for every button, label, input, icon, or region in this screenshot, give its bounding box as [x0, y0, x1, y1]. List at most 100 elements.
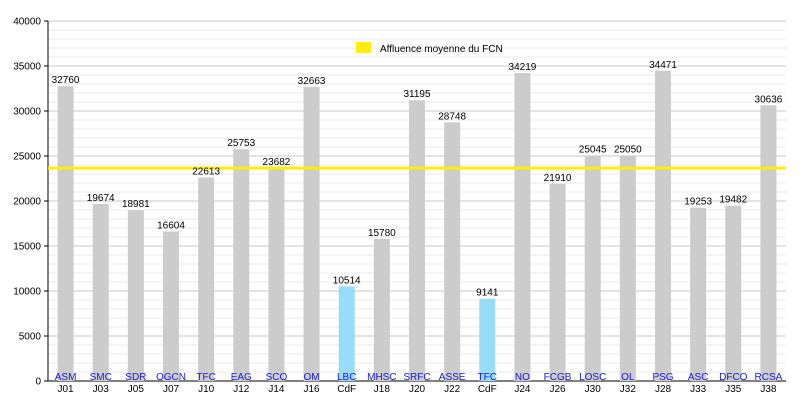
bar-value-label: 9141	[476, 288, 499, 299]
bar-losc-j30	[584, 155, 601, 381]
x-team-label: TFC	[478, 372, 497, 383]
bar-value-label: 25045	[579, 145, 607, 156]
x-team-label: PSG	[652, 372, 673, 383]
value-labels: 32760 19674 18981 16604 22613 25753 23682 32663…	[52, 60, 783, 299]
bar-value-label: 18981	[122, 199, 150, 210]
x-team-label: EAG	[231, 372, 252, 383]
legend-label-average: Affluence moyenne du FCN	[380, 44, 503, 55]
bar-tfc-cdf	[479, 298, 496, 381]
x-team-label: OM	[304, 372, 320, 383]
bar-asc-j33	[690, 207, 707, 381]
x-round-label: CdF	[337, 384, 356, 395]
x-axis-labels: ASMJ01SMCJ03SDRJ05OGCNJ07TFCJ10EAGJ12SCO…	[55, 372, 783, 395]
y-axis: 0 5000 10000 15000 20000 25000 30000 35000 40000	[13, 17, 48, 388]
y-tick-label: 10000	[13, 287, 41, 298]
x-round-label: J33	[690, 384, 707, 395]
bar-value-label: 23682	[263, 157, 291, 168]
x-round-label: J05	[128, 384, 145, 395]
x-team-label: SDR	[125, 372, 146, 383]
bar-value-label: 32760	[52, 75, 80, 86]
x-round-label: J32	[620, 384, 637, 395]
bar-value-label: 34471	[649, 60, 677, 71]
bar-value-label: 19674	[87, 193, 115, 204]
x-round-label: J03	[93, 384, 110, 395]
bar-mhsc-j18	[373, 238, 390, 381]
x-team-label: MHSC	[367, 372, 396, 383]
y-tick-label: 20000	[13, 197, 41, 208]
x-round-label: J22	[444, 384, 461, 395]
bar-value-label: 32663	[298, 76, 326, 87]
x-team-label: ASM	[55, 372, 77, 383]
bar-smc-j03	[92, 203, 109, 381]
bar-value-label: 16604	[157, 221, 185, 232]
x-round-label: J20	[409, 384, 426, 395]
y-tick-label: 0	[35, 377, 41, 388]
bar-value-label: 25753	[227, 138, 255, 149]
x-round-label: J12	[233, 384, 250, 395]
bar-eag-j12	[233, 149, 250, 381]
x-round-label: J24	[514, 384, 531, 395]
x-team-label: DFCO	[719, 372, 748, 383]
x-team-label: RCSA	[755, 372, 783, 383]
x-round-label: J38	[760, 384, 777, 395]
bar-psg-j28	[655, 70, 671, 382]
y-tick-label: 15000	[13, 242, 41, 253]
bar-value-label: 21910	[544, 173, 572, 184]
bar-tfc-j10	[198, 177, 215, 381]
bar-value-label: 19253	[684, 197, 712, 208]
bar-value-label: 22613	[192, 166, 220, 177]
bar-sdr-j05	[127, 210, 144, 381]
x-team-label: SMC	[90, 372, 112, 383]
x-round-label: J35	[725, 384, 742, 395]
x-team-label: SRFC	[403, 372, 430, 383]
bar-value-label: 19482	[719, 195, 747, 206]
x-round-label: J14	[268, 384, 285, 395]
bar-value-label: 15780	[368, 228, 396, 239]
y-tick-label: 30000	[13, 107, 41, 118]
bar-fcgb-j26	[549, 183, 566, 381]
bar-value-label: 34219	[509, 62, 537, 73]
x-team-label: OGCN	[156, 372, 186, 383]
x-round-label: J28	[655, 384, 672, 395]
bar-asse-j22	[444, 122, 461, 381]
x-team-label: ASSE	[439, 372, 466, 383]
bar-no-j24	[514, 73, 531, 382]
x-round-label: J07	[163, 384, 180, 395]
x-team-label: LBC	[337, 372, 356, 383]
y-tick-label: 40000	[13, 17, 41, 28]
bar-sco-j14	[268, 167, 285, 381]
x-round-label: J18	[374, 384, 391, 395]
x-team-label: TFC	[196, 372, 215, 383]
legend: Affluence moyenne du FCN	[356, 42, 503, 55]
bar-asm-j01	[57, 86, 74, 381]
bar-value-label: 25050	[614, 145, 642, 156]
x-round-label: J10	[198, 384, 215, 395]
x-round-label: CdF	[478, 384, 497, 395]
x-round-label: J01	[58, 384, 75, 395]
bar-om-j16	[303, 87, 320, 382]
bar-srfc-j20	[409, 100, 425, 382]
x-team-label: LOSC	[579, 372, 606, 383]
x-team-label: SCO	[266, 372, 288, 383]
y-tick-label: 5000	[19, 332, 42, 343]
bar-ogcn-j07	[163, 231, 179, 381]
x-team-label: NO	[515, 372, 530, 383]
x-team-label: ASC	[688, 372, 709, 383]
legend-swatch-average	[356, 42, 371, 53]
x-round-label: J30	[585, 384, 602, 395]
bar-value-label: 28748	[438, 111, 466, 122]
x-round-label: J26	[550, 384, 567, 395]
y-tick-label: 25000	[13, 152, 41, 163]
y-tick-label: 35000	[13, 62, 41, 73]
bar-value-label: 10514	[333, 275, 361, 286]
bar-value-label: 30636	[755, 94, 783, 105]
x-team-label: OL	[621, 372, 635, 383]
bar-value-label: 31195	[403, 89, 431, 100]
bar-lbc-cdf	[338, 286, 355, 381]
x-round-label: J16	[304, 384, 321, 395]
bar-rcsa-j38	[760, 105, 777, 381]
bars	[57, 70, 777, 382]
bar-dfco-j35	[725, 205, 742, 381]
